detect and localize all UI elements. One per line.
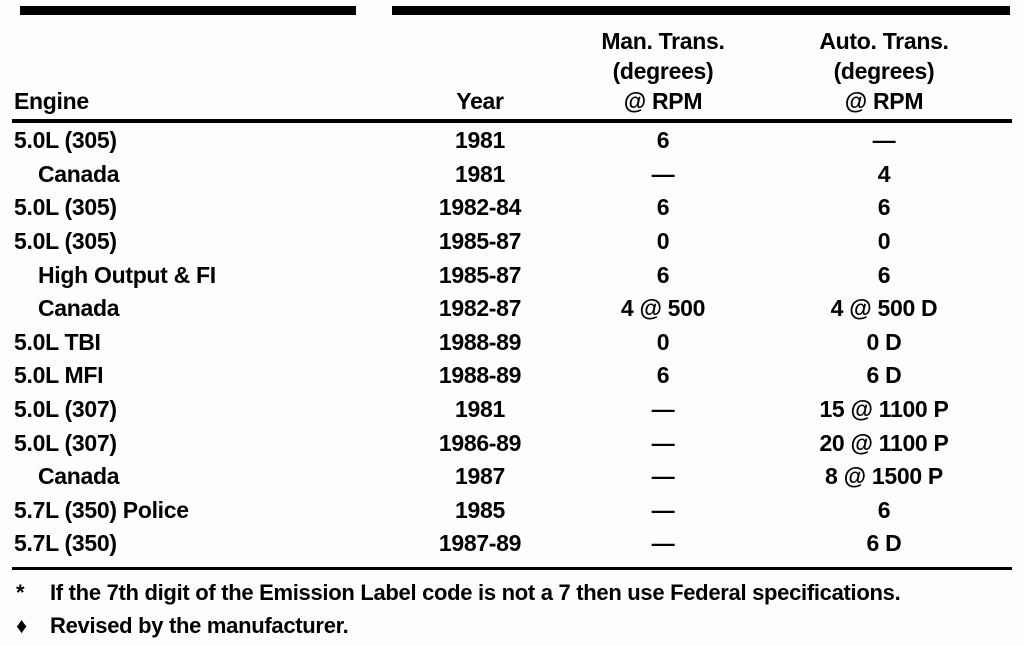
auto-trans-cell: 4 @ 500 D	[830, 295, 938, 322]
man-trans-cell: —	[651, 463, 675, 490]
year-cell: 1982-84	[438, 194, 522, 221]
auto-trans-cell: 6	[877, 194, 891, 221]
man-trans-cell: —	[651, 160, 675, 187]
man-trans-cell: 6	[656, 362, 670, 389]
auto-trans-cell: —	[872, 127, 896, 154]
year-cell: 1981	[455, 127, 505, 154]
auto-trans-cell: 6 D	[866, 530, 902, 557]
table-body: 5.0L (305) 1981 6 — Canada 1981 — 4 5.0L…	[14, 124, 1012, 561]
engine-cell: 5.0L TBI	[14, 328, 101, 355]
year-cell: 1985-87	[438, 228, 522, 255]
top-border-right-segment	[392, 6, 1010, 15]
engine-cell: Canada	[38, 160, 120, 187]
table-row: 5.0L (305) 1982-84 6 6	[14, 191, 1012, 225]
header-divider-rule	[12, 119, 1012, 123]
auto-trans-cell: 6	[877, 261, 891, 288]
table-row: Canada 1981 — 4	[14, 158, 1012, 192]
man-trans-cell: 6	[656, 127, 670, 154]
footnote-federal-specs: * If the 7th digit of the Emission Label…	[16, 576, 1016, 609]
header-auto-trans-line2: (degrees)	[833, 58, 935, 84]
header-man-trans-line3: @ RPM	[623, 88, 703, 114]
year-cell: 1988-89	[438, 362, 522, 389]
table-row: 5.7L (350) 1987-89 — 6 D	[14, 527, 1012, 561]
auto-trans-cell: 4	[877, 160, 891, 187]
auto-trans-cell: 6	[877, 496, 891, 523]
auto-trans-cell: 0 D	[866, 328, 902, 355]
table-row: High Output & FI 1985-87 6 6	[14, 258, 1012, 292]
footer-divider-rule	[12, 567, 1012, 570]
diamond-footnote-symbol: ♦	[16, 613, 27, 638]
top-border-left-segment	[20, 6, 356, 15]
engine-cell: Canada	[38, 463, 120, 490]
auto-trans-cell: 20 @ 1100 P	[819, 429, 949, 456]
header-engine: Engine	[14, 14, 390, 116]
auto-trans-cell: 6 D	[866, 362, 902, 389]
header-year: Year	[390, 14, 570, 116]
table-row: 5.0L (305) 1985-87 0 0	[14, 225, 1012, 259]
year-cell: 1981	[455, 396, 505, 423]
footnote-text: Revised by the manufacturer.	[50, 613, 349, 638]
header-auto-trans-line3: @ RPM	[844, 88, 924, 114]
engine-cell: 5.0L (307)	[14, 429, 117, 456]
man-trans-cell: —	[651, 396, 675, 423]
header-year-label: Year	[456, 88, 504, 114]
year-cell: 1988-89	[438, 328, 522, 355]
engine-cell: 5.0L MFI	[14, 362, 104, 389]
table-row: 5.0L TBI 1988-89 0 0 D	[14, 326, 1012, 360]
auto-trans-cell: 8 @ 1500 P	[825, 463, 943, 490]
table-row: 5.7L (350) Police 1985 — 6	[14, 494, 1012, 528]
engine-cell: Canada	[38, 295, 120, 322]
year-cell: 1981	[455, 160, 505, 187]
year-cell: 1986-89	[438, 429, 522, 456]
year-cell: 1985	[455, 496, 505, 523]
footnote-revised: ♦ Revised by the manufacturer.	[16, 609, 1016, 642]
engine-cell: High Output & FI	[38, 261, 216, 288]
table-row: Canada 1987 — 8 @ 1500 P	[14, 460, 1012, 494]
year-cell: 1982-87	[438, 295, 522, 322]
table-header-row: Engine Year Man. Trans. (degrees) @ RPM …	[14, 14, 1012, 116]
engine-cell: 5.0L (305)	[14, 194, 117, 221]
man-trans-cell: 6	[656, 261, 670, 288]
engine-cell: 5.0L (305)	[14, 228, 117, 255]
year-cell: 1985-87	[438, 261, 522, 288]
engine-cell: 5.7L (350)	[14, 530, 117, 557]
man-trans-cell: —	[651, 530, 675, 557]
engine-cell: 5.0L (305)	[14, 127, 117, 154]
footnotes: * If the 7th digit of the Emission Label…	[16, 576, 1016, 642]
table-row: 5.0L (307) 1981 — 15 @ 1100 P	[14, 393, 1012, 427]
header-engine-label: Engine	[14, 88, 89, 114]
table-row: 5.0L (305) 1981 6 —	[14, 124, 1012, 158]
header-man-trans-line2: (degrees)	[612, 58, 714, 84]
header-auto-trans-line1: Auto. Trans.	[819, 28, 949, 54]
man-trans-cell: —	[651, 496, 675, 523]
auto-trans-cell: 0	[877, 228, 891, 255]
header-man-trans: Man. Trans. (degrees) @ RPM	[570, 14, 756, 116]
table-row: 5.0L MFI 1988-89 6 6 D	[14, 359, 1012, 393]
asterisk-footnote-symbol: *	[16, 580, 25, 605]
man-trans-cell: —	[651, 429, 675, 456]
footnote-text: If the 7th digit of the Emission Label c…	[50, 580, 901, 605]
engine-cell: 5.7L (350) Police	[14, 496, 189, 523]
man-trans-cell: 0	[656, 228, 670, 255]
man-trans-cell: 4 @ 500	[620, 295, 706, 322]
man-trans-cell: 0	[656, 328, 670, 355]
year-cell: 1987-89	[438, 530, 522, 557]
auto-trans-cell: 15 @ 1100 P	[819, 396, 949, 423]
year-cell: 1987	[455, 463, 505, 490]
header-man-trans-line1: Man. Trans.	[601, 28, 725, 54]
table-row: Canada 1982-87 4 @ 500 4 @ 500 D	[14, 292, 1012, 326]
header-auto-trans: Auto. Trans. (degrees) @ RPM	[756, 14, 1012, 116]
table-row: 5.0L (307) 1986-89 — 20 @ 1100 P	[14, 426, 1012, 460]
engine-cell: 5.0L (307)	[14, 396, 117, 423]
man-trans-cell: 6	[656, 194, 670, 221]
